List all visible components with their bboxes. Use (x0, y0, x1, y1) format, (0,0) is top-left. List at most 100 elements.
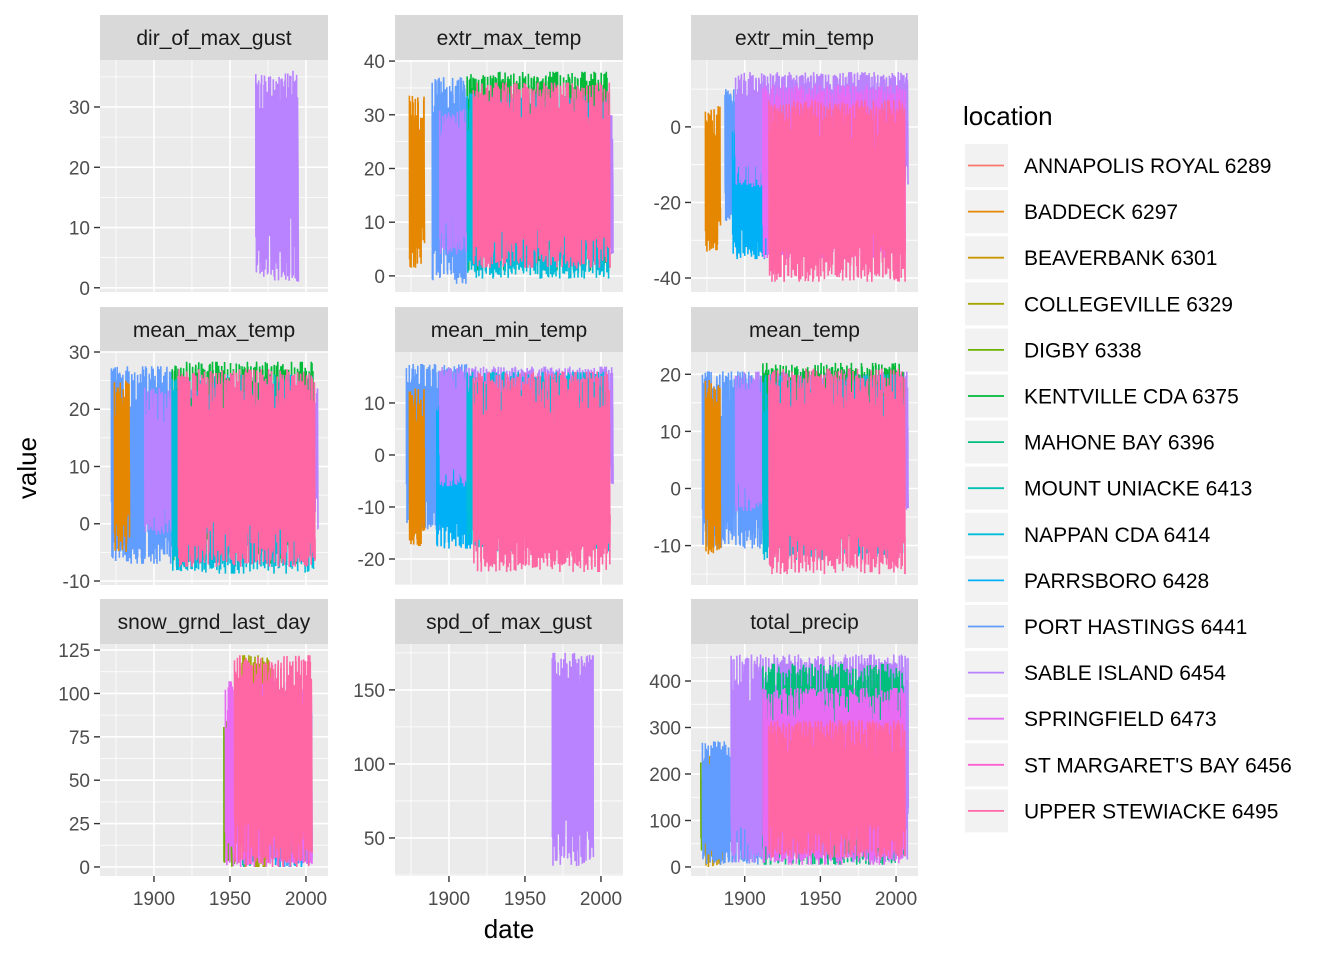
y-tick-label: 0 (374, 446, 385, 467)
legend-label: ST MARGARET'S BAY 6456 (1024, 754, 1292, 777)
y-tick-label: -10 (358, 498, 385, 519)
series-group (409, 72, 613, 284)
legend-label: MAHONE BAY 6396 (1024, 432, 1215, 455)
y-tick-label: 0 (670, 479, 681, 500)
y-tick-label: 0 (374, 267, 385, 288)
y-tick-label: 400 (649, 672, 681, 693)
y-tick-label: 25 (69, 815, 90, 836)
x-tick-label: 1950 (504, 889, 546, 910)
y-tick-label: 100 (649, 811, 681, 832)
facet-strip-label: total_precip (750, 611, 859, 634)
facet-strip-label: mean_temp (749, 319, 860, 342)
facet-panel-extr_min_temp: extr_min_temp -40 -20 0 (654, 15, 918, 292)
x-tick-label: 2000 (285, 889, 327, 910)
facet-panel-total_precip: total_precip 0 100 200 300 400 1900 1950 2000 (649, 599, 918, 910)
legend-item: DIGBY 6338 (965, 328, 1142, 371)
series-line-upper-stewiacke-6495 (473, 372, 610, 572)
legend-item: SPRINGFIELD 6473 (965, 697, 1217, 740)
legend-item: MOUNT UNIACKE 6413 (965, 467, 1252, 510)
legend-label: PARRSBORO 6428 (1024, 570, 1209, 593)
legend-item: BADDECK 6297 (965, 190, 1178, 233)
y-tick-label: 125 (58, 641, 90, 662)
x-tick-label: 1950 (209, 889, 251, 910)
legend-label: KENTVILLE CDA 6375 (1024, 386, 1239, 409)
y-tick-label: 30 (364, 106, 385, 127)
y-tick-label: 30 (69, 98, 90, 119)
x-tick-label: 1950 (799, 889, 841, 910)
series-line-upper-stewiacke-6495 (769, 369, 905, 574)
series-group (406, 364, 613, 572)
facet-strip-label: snow_grnd_last_day (118, 611, 311, 634)
x-axis-title: date (484, 914, 535, 944)
legend-item: BEAVERBANK 6301 (965, 236, 1217, 279)
series-group (111, 362, 318, 574)
y-tick-label: 10 (69, 219, 90, 240)
series-line-baddeck-6297 (705, 106, 720, 252)
y-tick-label: -10 (654, 537, 681, 558)
y-tick-label: 200 (649, 765, 681, 786)
legend-label: SPRINGFIELD 6473 (1024, 708, 1217, 731)
y-tick-label: -20 (654, 193, 681, 214)
y-tick-label: 100 (58, 684, 90, 705)
series-line-upper-stewiacke-6495 (473, 83, 610, 268)
y-tick-label: 0 (79, 858, 90, 879)
x-tick-label: 1900 (428, 889, 470, 910)
facet-strip-label: extr_min_temp (735, 27, 874, 50)
y-tick-label: -20 (358, 550, 385, 571)
y-tick-label: 100 (353, 755, 385, 776)
legend-item: ANNAPOLIS ROYAL 6289 (965, 144, 1271, 187)
y-tick-label: 10 (69, 457, 90, 478)
y-tick-label: -40 (654, 269, 681, 290)
series-group (256, 71, 299, 282)
y-tick-label: 10 (660, 422, 681, 443)
x-tick-label: 2000 (875, 889, 917, 910)
legend-label: PORT HASTINGS 6441 (1024, 616, 1247, 639)
series-group (224, 655, 312, 867)
facet-panel-dir_of_max_gust: dir_of_max_gust0102030 (69, 15, 328, 300)
facet-panel-snow_grnd_last_day: snow_grnd_last_day 0 25 50 75 100 125 1900 1950 2… (58, 599, 328, 910)
y-tick-label: 0 (79, 515, 90, 536)
legend-item: COLLEGEVILLE 6329 (965, 282, 1233, 325)
y-tick-label: 0 (79, 279, 90, 300)
y-tick-label: 300 (649, 719, 681, 740)
series-line-upper-stewiacke-6495 (235, 655, 313, 867)
series-line-upper-stewiacke-6495 (178, 369, 315, 567)
y-tick-label: 0 (670, 118, 681, 139)
x-tick-label: 1900 (724, 889, 766, 910)
legend-item: PARRSBORO 6428 (965, 559, 1209, 602)
facet-panel-mean_min_temp: mean_min_temp-20-10010 (358, 307, 623, 585)
legend-item: SABLE ISLAND 6454 (965, 651, 1226, 694)
y-tick-label: 20 (364, 159, 385, 180)
x-tick-label: 1900 (133, 889, 175, 910)
y-axis-title: value (12, 437, 42, 499)
series-group (701, 655, 908, 868)
facet-panel-extr_max_temp: extr_max_temp 0 10 20 30 40 (364, 15, 623, 292)
facet-strip-label: mean_max_temp (133, 319, 295, 342)
y-tick-label: 20 (69, 400, 90, 421)
legend-label: DIGBY 6338 (1024, 339, 1142, 362)
legend-item: ST MARGARET'S BAY 6456 (965, 743, 1292, 786)
y-tick-label: 0 (670, 858, 681, 879)
legend-title: location (963, 101, 1053, 131)
facet-strip-label: spd_of_max_gust (426, 611, 592, 634)
facet-panel-mean_max_temp: mean_max_temp -10 0 10 20 30 (63, 307, 328, 593)
legend-item: KENTVILLE CDA 6375 (965, 375, 1239, 418)
legend: location ANNAPOLIS ROYAL 6289 BADDECK 629… (963, 101, 1292, 832)
y-tick-label: 20 (69, 158, 90, 179)
legend-item: PORT HASTINGS 6441 (965, 605, 1247, 648)
legend-label: BADDECK 6297 (1024, 201, 1178, 224)
y-tick-label: -10 (63, 572, 90, 593)
y-tick-label: 50 (69, 771, 90, 792)
y-tick-label: 20 (660, 365, 681, 386)
series-line-sable-island-6454 (256, 71, 299, 282)
x-tick-label: 2000 (580, 889, 622, 910)
series-line-upper-stewiacke-6495 (769, 721, 905, 858)
legend-label: MOUNT UNIACKE 6413 (1024, 478, 1252, 501)
legend-label: NAPPAN CDA 6414 (1024, 524, 1211, 547)
facet-panel-spd_of_max_gust: spd_of_max_gust 50 100 150 1900 1950 2000 (353, 599, 623, 910)
y-tick-label: 75 (69, 728, 90, 749)
legend-label: BEAVERBANK 6301 (1024, 247, 1217, 270)
legend-item: NAPPAN CDA 6414 (965, 513, 1211, 556)
legend-label: UPPER STEWIACKE 6495 (1024, 800, 1278, 823)
y-tick-label: 40 (364, 52, 385, 73)
